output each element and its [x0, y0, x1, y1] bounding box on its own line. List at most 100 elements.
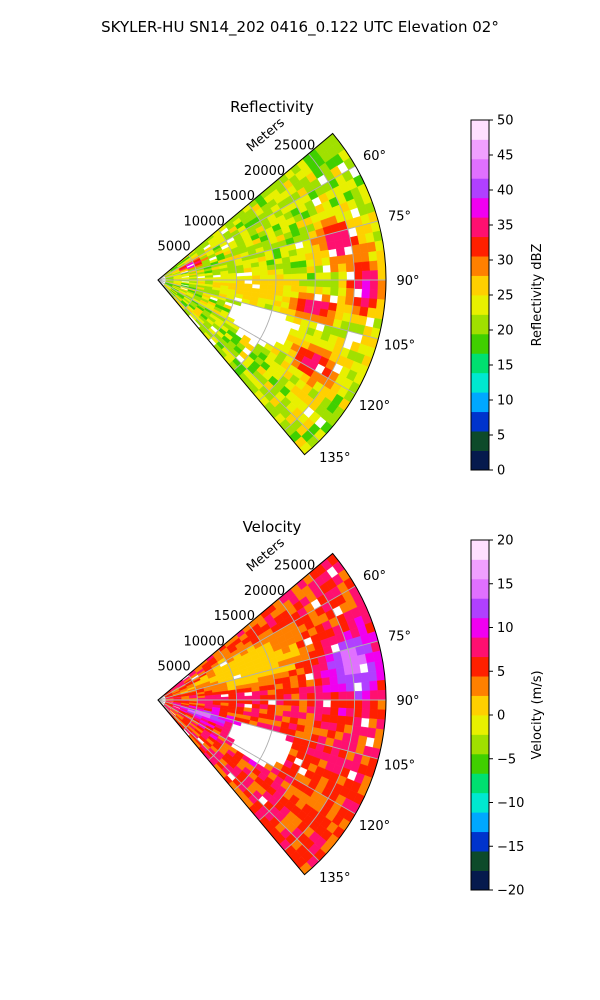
field-cell — [252, 275, 261, 281]
field-cell — [228, 279, 237, 284]
field-cell — [322, 286, 332, 296]
field-cell — [259, 274, 269, 281]
field-cell — [322, 706, 332, 716]
field-cell — [259, 690, 269, 696]
colorbar-segment — [471, 578, 489, 599]
range-grid-arc — [258, 598, 316, 821]
field-cell — [306, 699, 316, 708]
colorbar-tick-label: 10 — [497, 621, 514, 636]
field-cell — [322, 684, 332, 694]
field-cell — [376, 249, 386, 262]
field-cell — [306, 286, 316, 294]
field-cell — [322, 272, 332, 281]
azimuth-grid-line — [157, 165, 356, 281]
field-cell — [330, 279, 340, 289]
range-tick-label: 10000 — [184, 635, 225, 650]
field-cell — [337, 715, 347, 725]
azimuth-grid-line — [157, 585, 356, 701]
colorbar-tick-label: 5 — [497, 429, 505, 444]
colorbar-segment — [471, 431, 489, 451]
field-cell — [212, 694, 222, 698]
field-cell — [369, 709, 379, 720]
field-cell — [220, 276, 230, 281]
range-tick-label: 25000 — [274, 559, 315, 574]
field-cell — [322, 279, 332, 288]
field-cell — [353, 708, 363, 719]
field-cell — [346, 699, 355, 709]
field-cell — [320, 669, 330, 679]
field-cell — [251, 690, 261, 697]
azimuth-tick-label: 90° — [396, 274, 419, 289]
field-cell — [314, 286, 324, 295]
field-cell — [252, 699, 261, 705]
field-cell — [321, 714, 331, 723]
field-cell — [290, 687, 300, 695]
field-cell — [220, 696, 230, 701]
range-tick-label: 5000 — [158, 660, 191, 675]
field-cell — [228, 696, 237, 701]
field-cell — [368, 251, 378, 262]
field-cell — [267, 274, 277, 281]
colorbar-segment — [471, 598, 489, 619]
field-cell — [368, 718, 378, 729]
azimuth-grid-line — [157, 279, 356, 395]
colorbar-segment — [471, 314, 489, 335]
field-cell — [345, 262, 355, 273]
field-cell — [314, 279, 324, 288]
colorbar-segment — [471, 695, 489, 716]
field-cell — [346, 279, 355, 289]
sector-frame — [157, 552, 387, 876]
field-cell — [313, 713, 323, 722]
field-cell — [298, 285, 308, 294]
field-cell — [298, 680, 308, 688]
field-cell — [338, 699, 347, 709]
azimuth-tick-label: 120° — [359, 399, 390, 414]
field-cell — [377, 709, 387, 721]
field-cell — [359, 726, 369, 738]
field-cell — [330, 271, 340, 281]
field-cell — [369, 690, 379, 701]
field-cell — [298, 705, 308, 714]
field-cell — [361, 699, 371, 710]
field-cell — [322, 692, 332, 701]
field-cell — [377, 269, 387, 281]
field-cell — [369, 289, 379, 300]
field-cell — [306, 692, 316, 701]
colorbar-tick-label: −15 — [497, 840, 524, 855]
field-cell — [283, 705, 292, 712]
field-cell — [360, 672, 370, 683]
field-cell — [314, 699, 324, 708]
range-grid-arc — [258, 178, 316, 401]
field-cell — [369, 699, 379, 710]
field-cells — [162, 553, 387, 875]
field-cell — [267, 694, 277, 701]
field-cell — [330, 287, 339, 297]
field-cell — [321, 257, 331, 266]
colorbar-segment — [471, 158, 489, 179]
field-cell — [360, 252, 370, 263]
field-cell — [267, 704, 277, 711]
field-cell — [354, 690, 363, 701]
colorbar-tick-label: 20 — [497, 534, 514, 549]
field-cell — [290, 705, 300, 713]
azimuth-tick-label: 135° — [319, 451, 350, 466]
field-cell — [314, 272, 324, 281]
field-cell — [335, 303, 346, 314]
field-cell — [243, 267, 253, 273]
field-cell — [318, 242, 329, 252]
field-cell — [376, 669, 386, 682]
field-cell — [344, 254, 355, 264]
velocity-plot: 500010000150002000025000Meters60°75°90°1… — [157, 535, 420, 886]
field-cell — [259, 265, 268, 272]
field-cell — [329, 676, 339, 686]
azimuth-tick-label: 105° — [384, 339, 415, 354]
field-cell — [275, 268, 284, 276]
field-cell — [361, 261, 371, 272]
field-cell — [320, 249, 330, 259]
field-cell — [345, 682, 355, 693]
range-grid-arc — [233, 203, 277, 371]
field-cell — [318, 662, 329, 672]
field-cell — [243, 687, 253, 693]
colorbar-tick-label: 40 — [497, 184, 514, 199]
field-cell — [274, 683, 284, 690]
